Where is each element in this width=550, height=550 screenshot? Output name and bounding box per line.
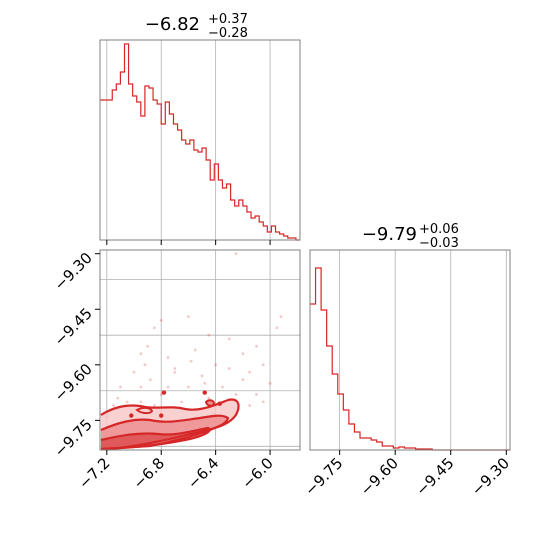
scatter-point [112,404,116,407]
scatter-point [275,326,279,330]
marginal-x-ticks [106,240,271,245]
joint-marker [202,390,207,395]
marginal-x-title-value: −6.82 [145,14,200,35]
joint-density-contours [100,398,240,451]
joint-markers [129,390,222,418]
marginal-x-title-sup: +0.37 [208,12,248,27]
scatter-point [146,344,150,348]
scatter-point [227,367,231,370]
scatter-point [221,385,224,389]
marginal-y-title: −9.79 [362,224,417,245]
joint-y-tick-label: −9.60 [51,360,96,405]
contour-mid-line [100,414,230,450]
joint-marker [217,401,222,406]
scatter-point [248,370,252,374]
joint-frame [99,249,301,451]
scatter-point [214,363,218,367]
joint-x-tick-label: −6.0 [238,454,276,492]
scatter-point [153,404,156,407]
scatter-point [166,356,170,359]
marginal-y-frame [309,249,511,451]
scatter-point [180,400,184,404]
scatter-point [234,252,238,256]
scatter-point [207,396,211,400]
marginal-x-panel: −6.82 +0.37 −0.28 [99,12,301,245]
contour-inner-line [100,426,211,451]
marginal-y-x-tick-label: −9.30 [468,454,513,499]
joint-panel: −7.2 −6.8 −6.4 −6.0 −9.30 −9.45 −9.60 −9.75 [51,249,301,493]
joint-y-ticks: −9.30 −9.45 −9.60 −9.75 [51,249,100,461]
marginal-y-grid [339,250,507,450]
marginal-x-histogram [100,43,300,241]
scatter-point [227,337,231,341]
scatter-point [166,385,170,389]
marginal-y-title-sup: +0.06 [419,222,459,237]
marginal-y-title-value: −9.79 [362,224,417,245]
scatter-point [119,385,122,389]
joint-marker [159,413,164,418]
scatter-point [187,315,190,319]
scatter-point [139,352,143,356]
scatter-point [148,378,152,382]
scatter-point [139,400,143,404]
marginal-x-frame [99,39,301,241]
scatter-point [132,370,136,374]
scatter-point [193,348,197,352]
joint-marker [129,413,134,418]
scatter-point [255,344,258,348]
marginal-y-x-tick-label: −9.60 [357,454,402,499]
joint-x-ticks: −7.2 −6.8 −6.4 −6.0 [75,450,277,493]
joint-x-tick-label: −6.4 [184,454,222,492]
scatter-point [268,381,272,385]
scatter-point [187,385,190,389]
joint-y-tick-label: −9.45 [51,304,96,349]
scatter-point [279,315,283,319]
joint-y-tick-label: −9.75 [51,415,96,460]
scatter-point [261,363,265,367]
scatter-point [234,393,238,396]
marginal-x-title-sub: −0.28 [208,26,248,41]
joint-marker [161,390,167,395]
scatter-point [143,363,147,367]
marginal-y-x-ticks: −9.75 −9.60 −9.45 −9.30 [301,450,513,499]
scatter-point [207,333,211,337]
scatter-point [200,374,204,378]
scatter-point [241,352,245,356]
scatter-point [116,396,120,400]
scatter-point [189,359,193,363]
contour-island-left [135,406,154,415]
scatter-point [248,404,252,407]
scatter-point [139,385,143,389]
joint-x-tick-label: −7.2 [75,454,113,492]
scatter-point [241,378,245,382]
scatter-point [125,400,129,404]
marginal-y-panel: −9.79 +0.06 −0.03 −9.75 −9.60 −9.45 −9.30 [301,222,513,499]
marginal-y-title-sub: −0.03 [419,236,459,251]
scatter-point [173,367,177,370]
marginal-y-x-tick-label: −9.45 [412,454,457,499]
scatter-point [203,381,207,385]
scatter-point [153,326,156,330]
joint-y-tick-label: −9.30 [51,249,96,294]
scatter-point [159,318,163,322]
joint-x-tick-label: −6.8 [130,454,168,492]
contour-island-right [204,399,216,407]
marginal-x-title: −6.82 [145,14,200,35]
scatter-point [255,393,258,396]
scatter-point [173,370,177,374]
scatter-point [261,400,265,404]
marginal-y-x-tick-label: −9.75 [301,454,346,499]
marginal-x-grid [106,40,271,240]
scatter-point [159,393,163,396]
